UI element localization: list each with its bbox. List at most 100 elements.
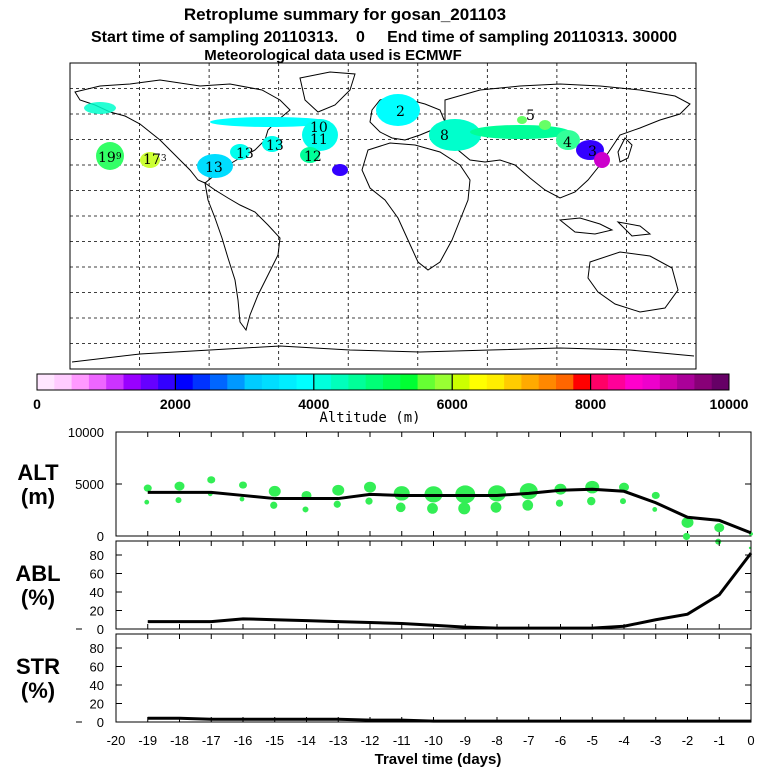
x-tick-label: -13: [329, 733, 348, 748]
str-line: [147, 716, 751, 723]
altitude-colorbar: 0 2000 4000 6000 8000 10000: [33, 373, 749, 412]
colorbar-swatch: [694, 374, 713, 390]
y-tick-label: 80: [90, 548, 104, 563]
colorbar-swatch: [711, 374, 730, 390]
colorbar-tick-label: 2000: [160, 396, 191, 412]
alt-point: [587, 496, 596, 506]
colorbar-swatch: [227, 374, 246, 390]
alt-point: [143, 484, 152, 492]
y-tick-label: 60: [90, 567, 104, 582]
colorbar-swatch: [54, 374, 73, 390]
colorbar-label: Altitude (m): [319, 410, 420, 426]
y-tick-label: 80: [90, 641, 104, 656]
colorbar-swatch: [71, 374, 90, 390]
x-tick-label: 0: [747, 733, 754, 748]
alt-point: [715, 538, 722, 545]
panel-ylabel: STR: [16, 654, 60, 679]
alt-point: [302, 506, 309, 513]
x-tick-label: -3: [650, 733, 662, 748]
colorbar-swatch: [417, 374, 436, 390]
time-series-panels: 0500010000ALT(m)020406080ABL(%)020406080…: [15, 425, 754, 748]
y-tick-label: 20: [90, 697, 104, 712]
x-tick-label: -9: [459, 733, 471, 748]
colorbar-swatch: [642, 374, 661, 390]
plume-day-label: 13: [205, 160, 223, 176]
plume-swaths: [84, 94, 610, 178]
abl-line: [147, 552, 753, 630]
plume-day-label: 10: [310, 120, 328, 136]
alt-point: [144, 499, 150, 505]
y-tick-label: 40: [90, 585, 104, 600]
x-tick-label: -8: [491, 733, 503, 748]
colorbar-swatch: [296, 374, 315, 390]
alt-point: [585, 480, 600, 494]
y-tick-label: 5000: [75, 477, 104, 492]
colorbar-tick-label: 0: [33, 396, 41, 412]
y-tick-label: 0: [97, 622, 104, 637]
alt-point: [555, 499, 564, 507]
x-axis-label: Travel time (days): [375, 751, 502, 768]
plume-day-label: 2: [396, 104, 405, 120]
panel-frame: [115, 633, 752, 723]
alt-point: [652, 507, 658, 512]
colorbar-swatch: [331, 374, 349, 390]
colorbar-tick-label: 10000: [710, 396, 749, 412]
plume-day-label: 13: [266, 138, 284, 154]
panel-ylabel: (%): [21, 678, 55, 703]
alt-point: [519, 483, 538, 500]
colorbar-swatch: [192, 374, 211, 390]
x-tick-label: -11: [393, 733, 411, 748]
colorbar-swatch: [313, 374, 332, 390]
x-tick-label: -1: [713, 733, 725, 748]
colorbar-swatch: [677, 374, 695, 390]
sampling-times: Start time of sampling 20110313. 0 End t…: [91, 29, 677, 46]
alt-point: [393, 486, 410, 501]
colorbar-frame: [36, 373, 730, 391]
alt-point: [268, 485, 281, 497]
colorbar-swatch: [504, 374, 522, 390]
plume-day-label: 5: [526, 108, 535, 124]
alt-point: [207, 476, 216, 484]
y-tick-label: 40: [90, 678, 104, 693]
colorbar-swatch: [659, 374, 678, 390]
alt-point: [332, 484, 345, 496]
y-tick-label: 20: [90, 604, 104, 619]
y-tick-label: 0: [97, 715, 104, 730]
colorbar-swatch: [434, 374, 453, 390]
alt-point: [488, 485, 506, 502]
colorbar-tick-label: 6000: [437, 396, 468, 412]
alt-point: [490, 501, 502, 513]
panel-alt: 0 5000 10000 ALT(m): [17, 425, 753, 550]
colorbar-swatch: [573, 374, 592, 390]
plume-day-label: 4: [563, 135, 572, 151]
alt-point: [239, 481, 247, 489]
alt-point: [174, 481, 185, 491]
colorbar-swatch: [452, 374, 470, 390]
colorbar-swatch: [210, 374, 228, 390]
alt-point: [651, 491, 660, 500]
y-tick-label: 0: [97, 529, 104, 544]
alt-point: [682, 532, 691, 541]
alt-point: [681, 517, 694, 528]
colorbar-swatch: [158, 374, 176, 390]
panel-str: 0 20 40 60 80 STR(%): [16, 633, 752, 730]
x-tick-label: -15: [265, 733, 284, 748]
x-tick-label: -17: [202, 733, 221, 748]
colorbar-tick-label: 8000: [575, 396, 606, 412]
alt-point: [714, 523, 725, 533]
panel-ylabel: (m): [21, 484, 55, 509]
x-tick-label: -5: [586, 733, 598, 748]
colorbar-swatch: [625, 374, 643, 390]
x-tick-label: -6: [555, 733, 567, 748]
alt-median-line: [147, 487, 752, 535]
colorbar-swatch: [37, 374, 55, 390]
panel-frame: [115, 540, 752, 630]
x-tick-label: -20: [107, 733, 126, 748]
x-tick-label: -10: [424, 733, 443, 748]
colorbar-swatch: [521, 374, 540, 390]
x-tick-label: -18: [170, 733, 189, 748]
figure-title: Retroplume summary for gosan_201103: [184, 5, 506, 24]
